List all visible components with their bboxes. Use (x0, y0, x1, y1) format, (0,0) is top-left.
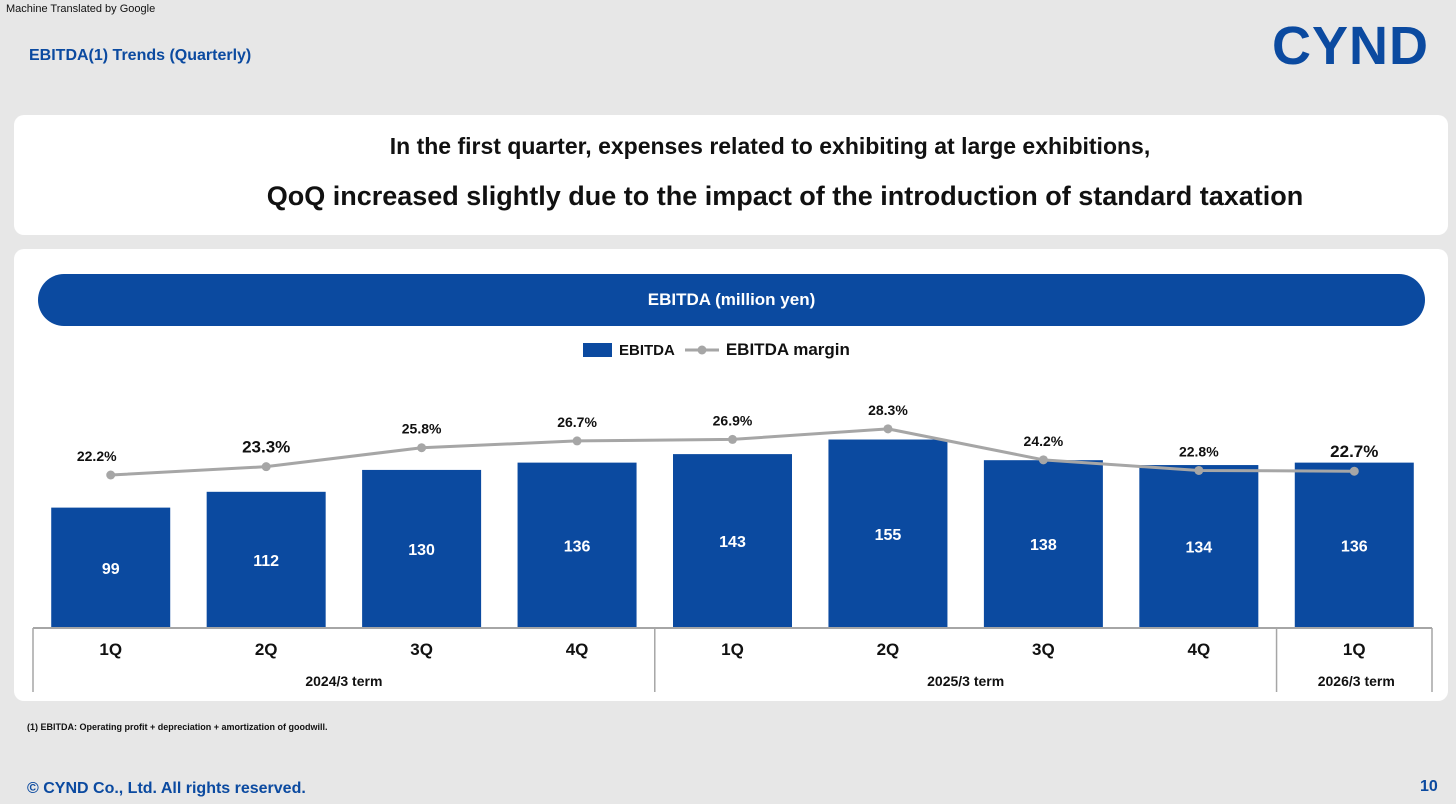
x-tick-label: 4Q (1187, 640, 1210, 659)
ebitda-bar (828, 439, 948, 628)
company-logo: CYND (1272, 16, 1430, 76)
ebitda-margin-label: 22.2% (77, 448, 117, 464)
ebitda-margin-label: 25.8% (402, 421, 442, 437)
ebitda-bar-value: 136 (564, 538, 591, 555)
legend-item-margin: EBITDA margin (684, 340, 850, 360)
x-tick-label: 1Q (721, 640, 744, 659)
ebitda-bar (673, 454, 792, 628)
x-tick-label: 1Q (1343, 640, 1366, 659)
ebitda-bar-value: 99 (102, 561, 120, 578)
ebitda-bar-value: 134 (1185, 540, 1212, 557)
ebitda-margin-label: 23.3% (242, 438, 290, 457)
ebitda-margin-point (1349, 466, 1359, 476)
group-label: 2026/3 term (1318, 673, 1395, 689)
headline-panel: In the first quarter, expenses related t… (14, 115, 1448, 235)
ebitda-bar-value: 112 (253, 553, 279, 570)
ebitda-margin-label: 26.7% (557, 414, 597, 430)
ebitda-margin-point (417, 443, 427, 453)
legend-bar-swatch (583, 343, 612, 357)
footnote: (1) EBITDA: Operating profit + depreciat… (27, 722, 328, 732)
chart-legend: EBITDA EBITDA margin (583, 340, 850, 360)
ebitda-margin-label: 28.3% (868, 402, 908, 418)
page-number: 10 (1420, 778, 1438, 795)
ebitda-margin-point (728, 434, 737, 444)
copyright: © CYND Co., Ltd. All rights reserved. (27, 780, 306, 797)
group-label: 2024/3 term (305, 673, 382, 689)
ebitda-margin-point (261, 462, 271, 472)
ebitda-bar (51, 507, 171, 628)
headline-line-2: QoQ increased slightly due to the impact… (266, 181, 1304, 211)
x-tick-label: 1Q (99, 640, 122, 659)
group-label: 2025/3 term (927, 673, 1004, 689)
ebitda-bar-value: 143 (719, 534, 746, 551)
page-title: EBITDA(1) Trends (Quarterly) (29, 47, 252, 64)
legend-label-ebitda: EBITDA (619, 341, 675, 359)
ebitda-bar-value: 155 (875, 527, 902, 544)
legend-line-swatch (684, 345, 719, 355)
ebitda-bar (517, 462, 637, 628)
x-tick-label: 3Q (1032, 640, 1055, 659)
x-tick-label: 4Q (566, 640, 589, 659)
ebitda-bar (206, 491, 326, 628)
ebitda-margin-label: 26.9% (713, 412, 753, 428)
chart-title-banner: EBITDA (million yen) (38, 274, 1425, 326)
ebitda-margin-point (572, 436, 582, 446)
ebitda-margin-label: 22.7% (1330, 442, 1378, 461)
ebitda-bar-value: 136 (1341, 538, 1368, 555)
ebitda-margin-label: 22.8% (1179, 443, 1219, 459)
ebitda-bar (1139, 465, 1259, 628)
ebitda-margin-point (1038, 455, 1048, 465)
headline-line-1: In the first quarter, expenses related t… (389, 133, 1151, 159)
x-tick-label: 2Q (255, 640, 278, 659)
x-tick-label: 3Q (410, 640, 433, 659)
machine-translation-note: Machine Translated by Google (6, 3, 156, 15)
chart-title: EBITDA (million yen) (647, 290, 816, 309)
ebitda-bar-value: 138 (1030, 537, 1057, 554)
x-tick-label: 2Q (877, 640, 900, 659)
ebitda-margin-point (106, 470, 116, 480)
ebitda-bar-value: 130 (408, 542, 435, 559)
ebitda-bar (362, 469, 482, 628)
ebitda-margin-point (883, 424, 893, 434)
ebitda-bar (983, 460, 1103, 628)
ebitda-margin-point (1194, 465, 1204, 475)
legend-label-margin: EBITDA margin (725, 340, 850, 359)
ebitda-margin-label: 24.2% (1024, 433, 1064, 449)
ebitda-bar (1294, 462, 1414, 628)
legend-item-ebitda: EBITDA (583, 342, 675, 359)
